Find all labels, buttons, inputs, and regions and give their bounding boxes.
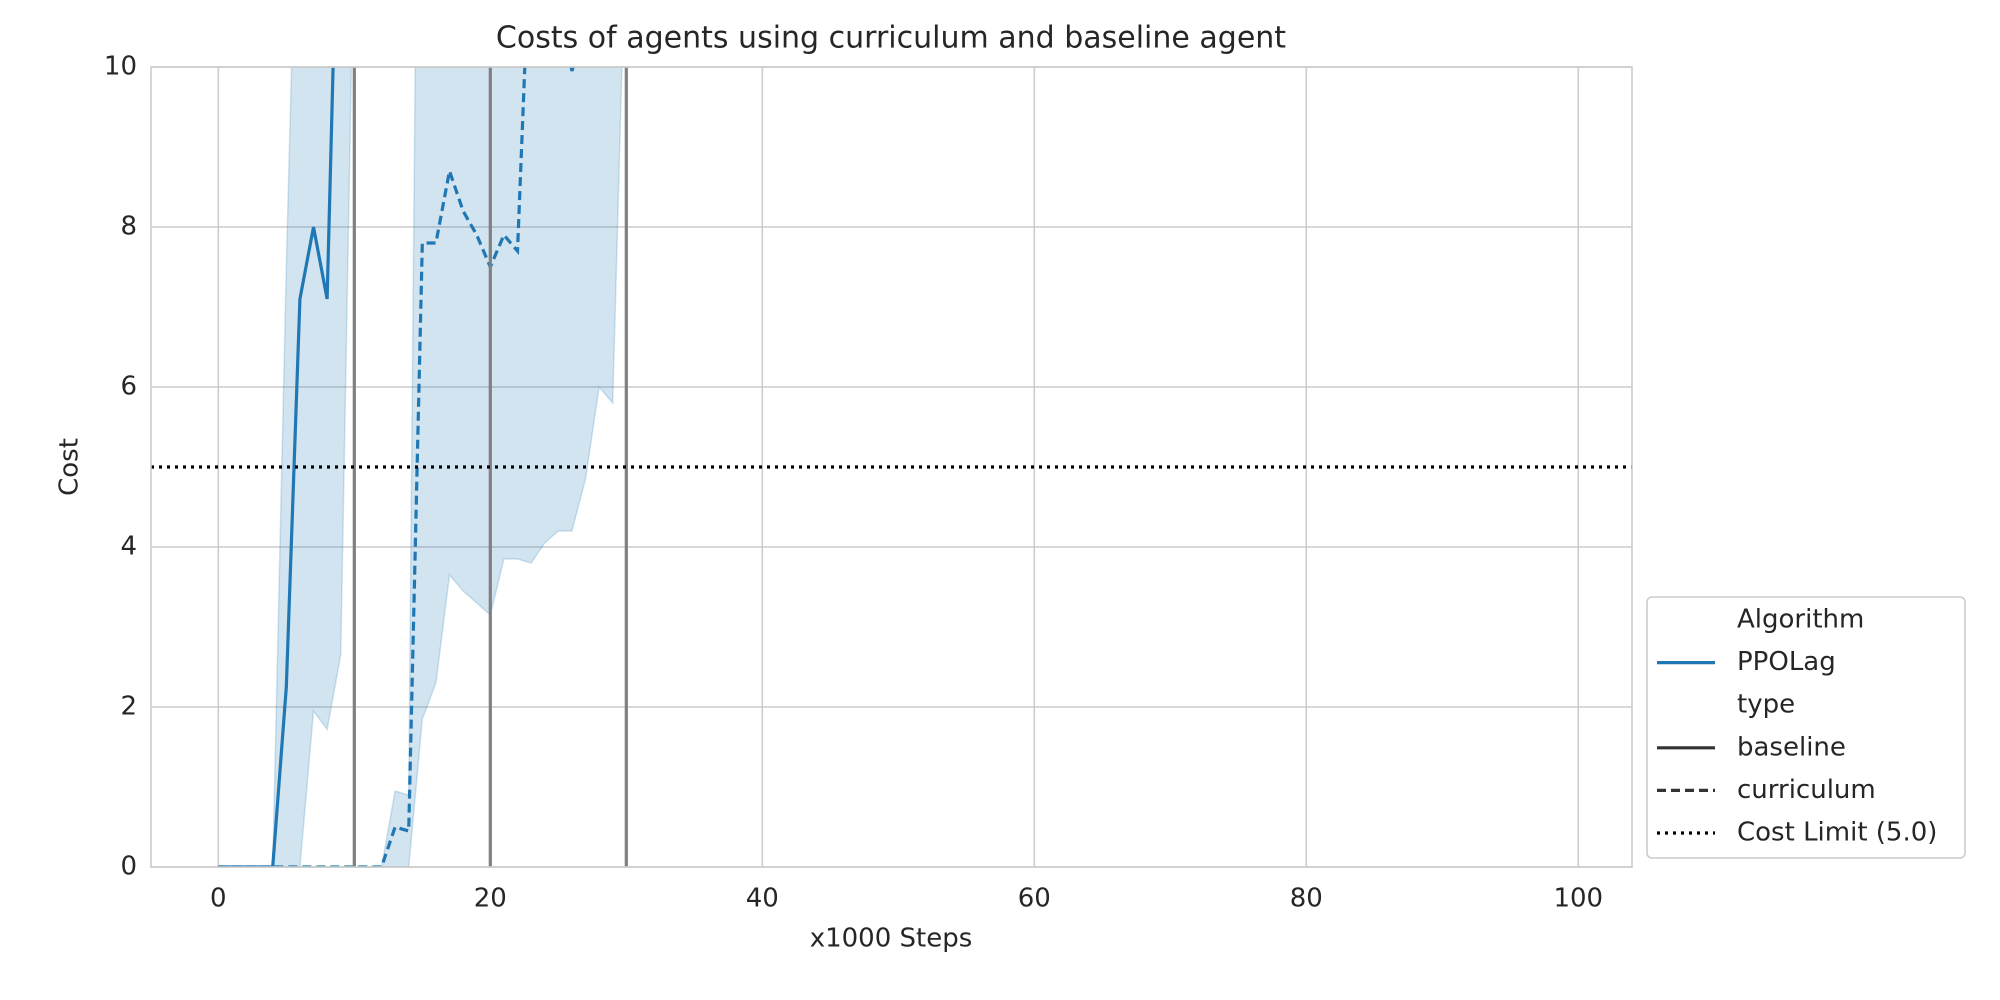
confidence-band — [218, 67, 623, 867]
y-axis-label: Cost — [55, 438, 85, 496]
legend-label: Algorithm — [1737, 605, 1864, 635]
x-tick-label: 0 — [210, 884, 227, 914]
x-tick-label: 80 — [1290, 884, 1323, 914]
legend-label: baseline — [1737, 732, 1846, 762]
chart-title: Costs of agents using curriculum and bas… — [496, 21, 1286, 56]
legend-label: type — [1737, 690, 1795, 720]
legend-label: Cost Limit (5.0) — [1737, 818, 1937, 848]
y-tick-label: 2 — [120, 692, 137, 722]
series-line — [218, 67, 335, 867]
y-tick-label: 4 — [120, 532, 137, 562]
plot-frame — [150, 66, 1633, 868]
x-tick-label: 100 — [1553, 884, 1603, 914]
x-tick-label: 60 — [1018, 884, 1051, 914]
marks — [151, 67, 1632, 867]
x-tick-label: 20 — [474, 884, 507, 914]
legend: Algorithm PPOLag type baseline curriculum Cos… — [1646, 596, 1966, 859]
y-tick-label: 8 — [120, 212, 137, 242]
legend-label: PPOLag — [1737, 647, 1836, 677]
x-axis-label: x1000 Steps — [810, 924, 973, 954]
y-tick-label: 10 — [104, 52, 137, 82]
legend-frame — [1646, 596, 1966, 859]
y-tick-label: 6 — [120, 372, 137, 402]
legend-label: curriculum — [1737, 775, 1876, 805]
confidence-band — [218, 67, 353, 867]
y-tick-label: 0 — [120, 852, 137, 882]
x-tick-label: 40 — [746, 884, 779, 914]
